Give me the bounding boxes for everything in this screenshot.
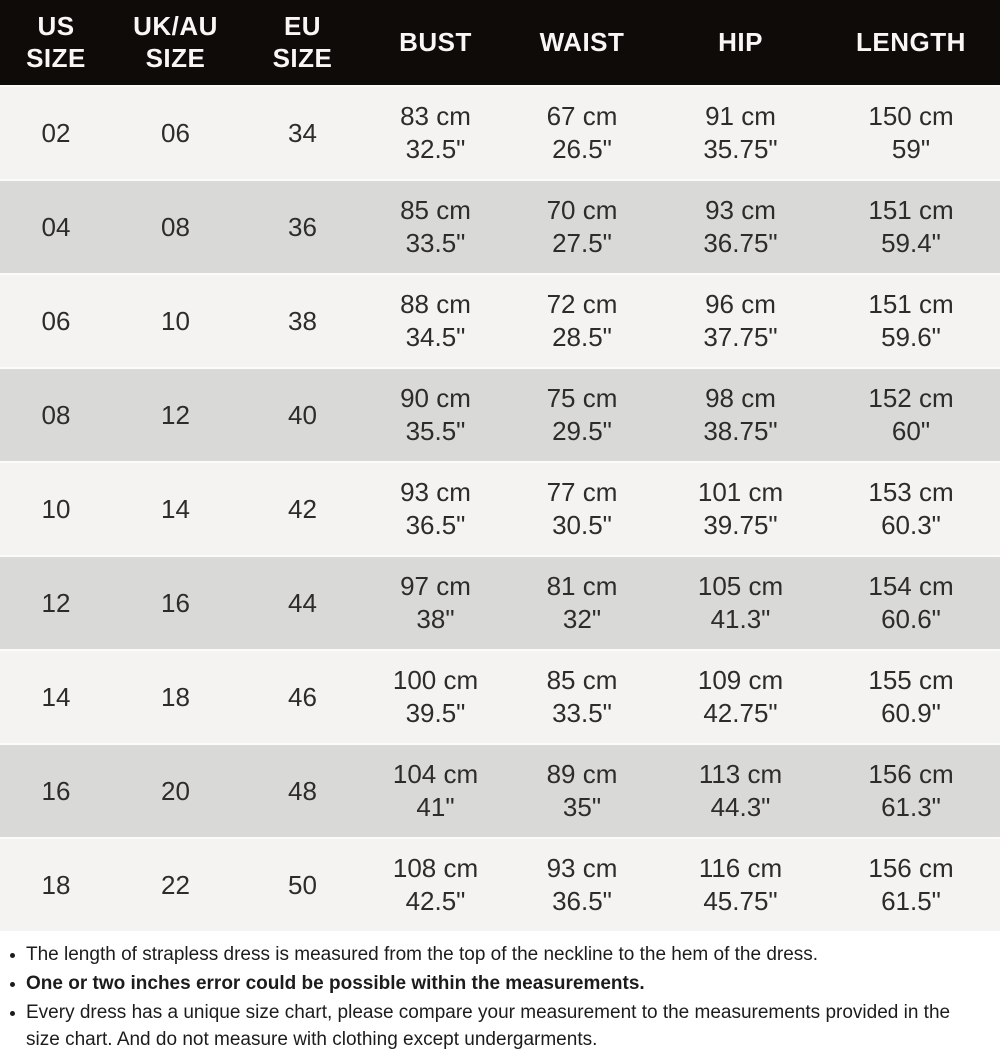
table-cell: 50	[239, 837, 366, 931]
table-row: 06 10 38 88 cm 34.5" 72 cm 28.5" 96 cm 37.75"…	[0, 273, 1000, 367]
table-cell: 12	[112, 367, 239, 461]
table-cell: 100 cm 39.5"	[366, 649, 505, 743]
table-row: 16 20 48 104 cm 41" 89 cm 35" 113 cm 44.3" 156…	[0, 743, 1000, 837]
table-cell: 36	[239, 179, 366, 273]
note-unique-size-chart: Every dress has a unique size chart, ple…	[8, 999, 990, 1051]
table-cell: 90 cm 35.5"	[366, 367, 505, 461]
table-cell: 152 cm 60"	[821, 367, 1000, 461]
column-header-bust: BUST	[366, 0, 505, 85]
note-length-measurement: The length of strapless dress is measure…	[8, 941, 990, 968]
table-cell: 85 cm 33.5"	[366, 179, 505, 273]
table-cell: 08	[0, 367, 112, 461]
table-cell: 93 cm 36.5"	[505, 837, 659, 931]
bullet-icon	[10, 953, 15, 958]
bullet-icon	[10, 1011, 15, 1016]
bullet-icon	[10, 982, 15, 987]
column-header-length: LENGTH	[821, 0, 1000, 85]
table-cell: 108 cm 42.5"	[366, 837, 505, 931]
table-cell: 96 cm 37.75"	[659, 273, 822, 367]
table-cell: 91 cm 35.75"	[659, 85, 822, 179]
table-cell: 02	[0, 85, 112, 179]
table-cell: 40	[239, 367, 366, 461]
table-cell: 08	[112, 179, 239, 273]
table-cell: 156 cm 61.3"	[821, 743, 1000, 837]
table-row: 02 06 34 83 cm 32.5" 67 cm 26.5" 91 cm 35.75"…	[0, 85, 1000, 179]
table-cell: 156 cm 61.5"	[821, 837, 1000, 931]
table-cell: 85 cm 33.5"	[505, 649, 659, 743]
table-cell: 109 cm 42.75"	[659, 649, 822, 743]
table-cell: 75 cm 29.5"	[505, 367, 659, 461]
table-cell: 14	[0, 649, 112, 743]
table-cell: 06	[0, 273, 112, 367]
table-cell: 12	[0, 555, 112, 649]
table-cell: 93 cm 36.5"	[366, 461, 505, 555]
table-cell: 18	[0, 837, 112, 931]
notes-section: The length of strapless dress is measure…	[0, 931, 1000, 1051]
table-cell: 46	[239, 649, 366, 743]
size-table-body: 02 06 34 83 cm 32.5" 67 cm 26.5" 91 cm 35.75"…	[0, 85, 1000, 931]
column-header-eu-size: EU SIZE	[239, 0, 366, 85]
table-cell: 34	[239, 85, 366, 179]
note-error-tolerance: One or two inches error could be possibl…	[8, 970, 990, 997]
table-header: US SIZE UK/AU SIZE EU SIZE BUST WAIST HI…	[0, 0, 1000, 85]
table-cell: 98 cm 38.75"	[659, 367, 822, 461]
column-header-hip: HIP	[659, 0, 822, 85]
table-cell: 06	[112, 85, 239, 179]
table-cell: 72 cm 28.5"	[505, 273, 659, 367]
note-text: One or two inches error could be possibl…	[26, 973, 645, 994]
table-cell: 101 cm 39.75"	[659, 461, 822, 555]
table-cell: 20	[112, 743, 239, 837]
table-cell: 116 cm 45.75"	[659, 837, 822, 931]
table-cell: 22	[112, 837, 239, 931]
note-text: The length of strapless dress is measure…	[26, 944, 819, 965]
table-cell: 155 cm 60.9"	[821, 649, 1000, 743]
table-cell: 42	[239, 461, 366, 555]
column-header-us-size: US SIZE	[0, 0, 112, 85]
table-cell: 70 cm 27.5"	[505, 179, 659, 273]
table-cell: 89 cm 35"	[505, 743, 659, 837]
table-cell: 77 cm 30.5"	[505, 461, 659, 555]
table-cell: 44	[239, 555, 366, 649]
table-cell: 16	[0, 743, 112, 837]
table-row: 08 12 40 90 cm 35.5" 75 cm 29.5" 98 cm 38.75"…	[0, 367, 1000, 461]
table-cell: 10	[112, 273, 239, 367]
column-header-waist: WAIST	[505, 0, 659, 85]
table-cell: 18	[112, 649, 239, 743]
table-cell: 48	[239, 743, 366, 837]
table-cell: 154 cm 60.6"	[821, 555, 1000, 649]
table-cell: 97 cm 38"	[366, 555, 505, 649]
table-cell: 14	[112, 461, 239, 555]
table-cell: 150 cm 59"	[821, 85, 1000, 179]
table-cell: 105 cm 41.3"	[659, 555, 822, 649]
table-cell: 153 cm 60.3"	[821, 461, 1000, 555]
table-row: 12 16 44 97 cm 38" 81 cm 32" 105 cm 41.3" 154 …	[0, 555, 1000, 649]
table-cell: 104 cm 41"	[366, 743, 505, 837]
note-text: Every dress has a unique size chart, ple…	[26, 1002, 951, 1050]
table-cell: 83 cm 32.5"	[366, 85, 505, 179]
table-cell: 81 cm 32"	[505, 555, 659, 649]
table-cell: 67 cm 26.5"	[505, 85, 659, 179]
table-row: 04 08 36 85 cm 33.5" 70 cm 27.5" 93 cm 36.75"…	[0, 179, 1000, 273]
table-row: 10 14 42 93 cm 36.5" 77 cm 30.5" 101 cm 39.75…	[0, 461, 1000, 555]
table-cell: 38	[239, 273, 366, 367]
table-cell: 04	[0, 179, 112, 273]
table-cell: 93 cm 36.75"	[659, 179, 822, 273]
header-row: US SIZE UK/AU SIZE EU SIZE BUST WAIST HI…	[0, 0, 1000, 85]
column-header-ukau-size: UK/AU SIZE	[112, 0, 239, 85]
table-cell: 113 cm 44.3"	[659, 743, 822, 837]
table-cell: 151 cm 59.4"	[821, 179, 1000, 273]
size-chart-table: US SIZE UK/AU SIZE EU SIZE BUST WAIST HI…	[0, 0, 1000, 931]
table-cell: 151 cm 59.6"	[821, 273, 1000, 367]
table-cell: 88 cm 34.5"	[366, 273, 505, 367]
table-cell: 16	[112, 555, 239, 649]
table-row: 18 22 50 108 cm 42.5" 93 cm 36.5" 116 cm 45.7…	[0, 837, 1000, 931]
table-row: 14 18 46 100 cm 39.5" 85 cm 33.5" 109 cm 42.7…	[0, 649, 1000, 743]
table-cell: 10	[0, 461, 112, 555]
